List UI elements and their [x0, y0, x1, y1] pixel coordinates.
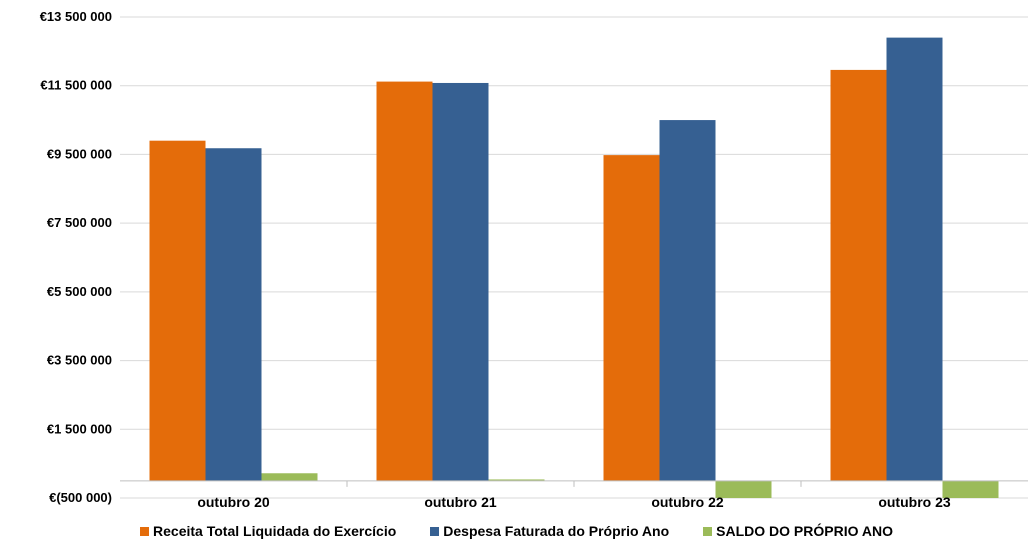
bar: [261, 473, 318, 481]
legend-label: SALDO DO PRÓPRIO ANO: [716, 523, 893, 539]
legend-item: Despesa Faturada do Próprio Ano: [430, 523, 669, 539]
legend-item: Receita Total Liquidada do Exercício: [140, 523, 396, 539]
bar: [488, 479, 545, 481]
legend-label: Despesa Faturada do Próprio Ano: [443, 523, 670, 539]
bar: [942, 480, 999, 498]
y-tick-label: €3 500 000: [47, 353, 112, 368]
legend-item: SALDO DO PRÓPRIO ANO: [703, 523, 893, 539]
bar: [376, 81, 433, 481]
x-tick-label: outubro 21: [424, 494, 497, 510]
legend: Receita Total Liquidada do Exercício Desp…: [0, 519, 1033, 543]
x-tick-label: outubro 22: [651, 494, 724, 510]
bar: [886, 37, 943, 481]
gridlines: [120, 16, 1028, 499]
y-tick-label: €13 500 000: [40, 9, 112, 24]
bar: [659, 120, 716, 481]
bar: [715, 480, 772, 498]
y-tick-label: €7 500 000: [47, 215, 112, 230]
y-tick-label: €1 500 000: [47, 421, 112, 436]
y-tick-label: €11 500 000: [40, 78, 112, 93]
x-axis: outubro 20 outubro 21 outubro 22 outubro 23: [120, 480, 1028, 510]
x-tick-label: outubro 23: [878, 494, 951, 510]
bars: [149, 37, 999, 498]
bar: [149, 140, 206, 481]
legend-swatch: [703, 526, 713, 536]
bar: [205, 148, 262, 481]
x-tick-label: outubro 20: [197, 494, 270, 510]
y-tick-label: €5 500 000: [47, 284, 112, 299]
y-tick-label: €9 500 000: [47, 146, 112, 161]
bar: [830, 69, 887, 481]
bar: [603, 155, 660, 481]
legend-swatch: [430, 526, 440, 536]
bar: [432, 82, 489, 481]
y-tick-label: €(500 000): [49, 490, 112, 505]
legend-label: Receita Total Liquidada do Exercício: [153, 523, 397, 539]
legend-swatch: [140, 526, 150, 536]
y-axis-tick-labels: €(500 000) €1 500 000 €3 500 000 €5 500 000…: [40, 9, 112, 505]
